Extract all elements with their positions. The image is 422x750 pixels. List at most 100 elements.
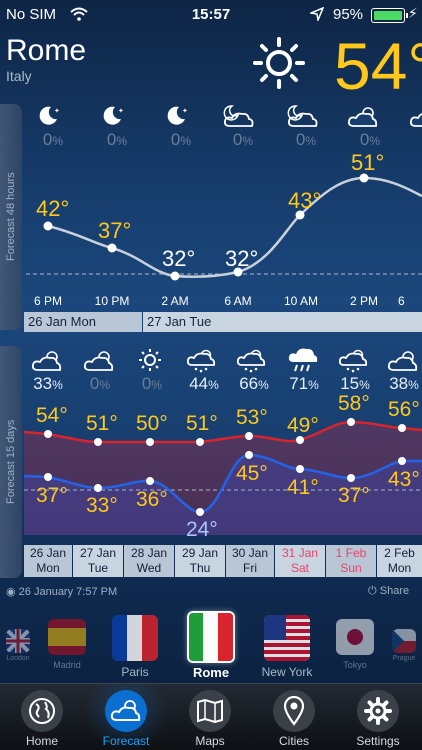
daily-precip: 44% xyxy=(189,374,219,393)
forecast-15d-tab[interactable]: Forecast 15 days xyxy=(0,346,22,578)
city-label: Paris xyxy=(121,665,149,679)
high-temp-point xyxy=(347,418,355,426)
flag-czech-icon[interactable] xyxy=(392,629,416,653)
tab-label: Forecast xyxy=(102,734,150,748)
city-label: Madrid xyxy=(53,660,81,670)
daily-high-label: 49° xyxy=(287,414,319,437)
high-temp-point xyxy=(146,438,154,446)
daily-low-label: 43° xyxy=(388,468,420,491)
carrier-label: No SIM xyxy=(6,6,57,23)
partly-cloudy-moon-icon xyxy=(284,104,324,130)
date-strip-mon: 26 Jan Mon xyxy=(24,312,142,332)
moon-icon: ✦ xyxy=(100,104,140,130)
tab-cities[interactable]: Cities xyxy=(252,684,336,750)
hour-tick: 2 PM xyxy=(349,294,378,308)
flag-france-icon[interactable] xyxy=(112,615,158,661)
wifi-icon xyxy=(70,7,88,25)
daily-precip: 15% xyxy=(340,374,370,393)
daily-precip: 33% xyxy=(33,374,63,393)
hour-tick: 2 AM xyxy=(161,294,189,308)
hourly-temp-point xyxy=(107,243,117,253)
daily-high-label: 53° xyxy=(236,406,268,429)
daily-low-label: 37° xyxy=(338,484,370,507)
daily-low-label: 36° xyxy=(136,488,168,511)
flag-spain-icon[interactable] xyxy=(48,619,86,655)
hourly-temp-point xyxy=(295,210,305,220)
high-temp-point xyxy=(94,438,102,446)
day-cell[interactable]: 29 Jan Thu xyxy=(175,545,225,577)
date-strip-tue: 27 Jan Tue xyxy=(143,312,422,332)
gear-icon xyxy=(357,690,399,732)
hourly-temp-point xyxy=(233,267,243,277)
tab-maps[interactable]: Maps xyxy=(168,684,252,750)
day-cell[interactable]: 30 Jan Fri xyxy=(226,545,274,577)
city-carousel[interactable]: London Madrid Paris Rome New York Tokyo … xyxy=(0,603,422,683)
daily-high-label: 51° xyxy=(86,412,118,435)
city-label: Tokyo xyxy=(343,660,367,670)
tab-home[interactable]: Home xyxy=(0,684,84,750)
high-temp-point xyxy=(296,436,304,444)
low-temp-point xyxy=(196,508,204,516)
heavy-rain-icon xyxy=(288,346,318,379)
hourly-precip: 0% xyxy=(232,130,254,149)
tab-settings[interactable]: Settings xyxy=(336,684,420,750)
day-cell[interactable]: 28 Jan Wed xyxy=(124,545,174,577)
hour-tick: 10 PM xyxy=(94,294,130,308)
city-label: Prague xyxy=(392,655,416,662)
high-temp-point xyxy=(245,432,253,440)
partly-cloudy-sun-icon xyxy=(408,104,422,130)
daily-high-label: 50° xyxy=(136,412,168,435)
map-icon xyxy=(189,690,231,732)
refresh-icon[interactable]: ◉ xyxy=(6,586,16,598)
share-button[interactable]: ⏻ Share xyxy=(368,585,409,598)
status-time: 15:57 xyxy=(191,6,231,23)
status-bar: No SIM 15:57 95% ⚡ xyxy=(0,0,422,30)
tab-label: Cities xyxy=(278,734,309,748)
svg-text:✦: ✦ xyxy=(182,107,188,115)
hourly-temp-point xyxy=(170,271,180,281)
city-label-selected: Rome xyxy=(192,665,230,680)
day-cell[interactable]: 26 Jan Mon xyxy=(24,545,72,577)
hour-tick: 10 AM xyxy=(283,294,319,308)
temp-range-fill xyxy=(24,422,422,535)
cloud-rain-icon xyxy=(186,348,218,379)
daily-precip: 71% xyxy=(289,374,319,393)
day-cell[interactable]: 27 Jan Tue xyxy=(73,545,123,577)
hourly-temp-label: 42° xyxy=(36,196,70,221)
low-temp-point xyxy=(146,477,154,485)
day-cell[interactable]: 31 Jan Sat xyxy=(275,545,325,577)
daily-precip: 38% xyxy=(389,374,419,393)
globe-icon xyxy=(21,690,63,732)
pin-icon xyxy=(273,690,315,732)
hourly-temp-label: 32° xyxy=(225,246,259,271)
hour-tick: 6 PM xyxy=(33,294,62,308)
daily-precip: 0% xyxy=(89,374,111,393)
daily-high-label: 51° xyxy=(186,412,218,435)
day-cell[interactable]: 1 Feb Sun xyxy=(326,545,376,577)
partly-cloudy-moon-icon xyxy=(220,104,260,130)
hourly-temp-label: 43° xyxy=(288,188,322,213)
low-temp-point xyxy=(398,457,406,465)
flag-japan-icon[interactable] xyxy=(336,619,374,655)
tab-forecast[interactable]: Forecast xyxy=(84,684,168,750)
forecast-48h-tab[interactable]: Forecast 48 hours xyxy=(0,104,22,330)
daily-low-label: 37° xyxy=(36,484,68,507)
flag-usa-icon[interactable] xyxy=(264,615,310,661)
daily-low-label: 45° xyxy=(236,462,268,485)
hourly-precip: 0% xyxy=(170,130,192,149)
high-temp-point xyxy=(196,438,204,446)
country-name: Italy xyxy=(6,68,32,84)
day-cell[interactable]: 2 Feb Mon xyxy=(377,545,422,577)
hourly-precip: 0% xyxy=(106,130,128,149)
daily-high-label: 54° xyxy=(36,404,68,427)
low-temp-point xyxy=(245,451,253,459)
flag-uk-icon[interactable] xyxy=(6,629,30,653)
daily-high-label: 58° xyxy=(338,392,370,415)
flag-italy-icon[interactable] xyxy=(187,611,235,663)
tab-label: Home xyxy=(25,734,58,748)
hourly-temp-point xyxy=(359,173,369,183)
daily-precip: 66% xyxy=(239,374,269,393)
hourly-temp-label: 51° xyxy=(351,150,385,175)
